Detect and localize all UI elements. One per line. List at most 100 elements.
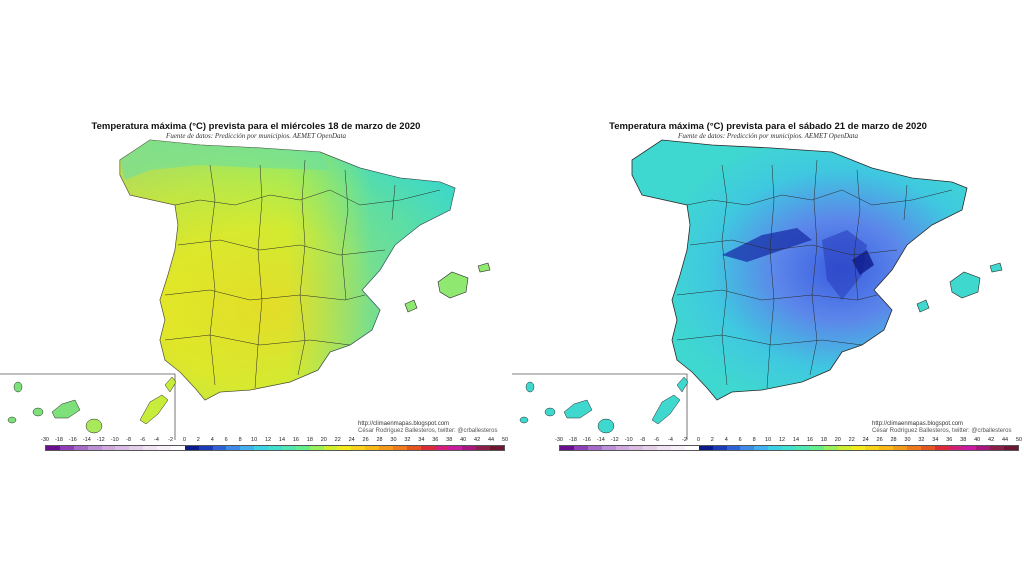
mallorca-shape [949,271,981,299]
legend-swatch [671,446,685,450]
legend-tick-label: 2 [710,437,714,443]
legend-swatch [462,446,477,450]
legend-tick-labels: -30 -18 -16 -14 -12 -10 -8 -6 -4 -2 0 2 4 6 8 10 12 14 16 1… [41,437,508,445]
legend-swatch [434,446,449,450]
legend-tick-label: 36 [432,437,439,443]
menorca-shape [477,262,491,273]
credit-url: http://climaenmapas.blogspot.com [872,421,964,427]
legend-tick-label: 34 [418,437,425,443]
legend-swatch [295,446,310,450]
legend-tick-label: 28 [890,437,897,443]
legend-tick-label: 16 [806,437,813,443]
legend-tick-label: 24 [348,437,355,443]
legend-tick-label: -4 [668,437,673,443]
legend-tick-label: 4 [724,437,728,443]
legend-swatch [726,446,741,450]
legend-tick-label: 8 [238,437,242,443]
map-panel-march-21: Temperatura máxima (°C) prevista para el… [512,0,1024,576]
map-title: Temperatura máxima (°C) prevista para el… [91,121,421,132]
legend-tick-label: -8 [640,437,646,443]
legend-tick-label: 40 [460,437,467,443]
legend-tick-label: 50 [1015,437,1023,443]
legend-tick-label: -6 [140,437,146,443]
legend-tick-label: -16 [68,437,77,443]
legend-tick-label: 4 [210,437,214,443]
map-panel-march-18: Temperatura máxima (°C) prevista para el… [0,121,508,451]
mallorca-shape [437,271,469,299]
legend-tick-label: -18 [568,437,577,443]
legend-color-bar [45,445,505,451]
legend-swatch [101,446,116,450]
legend-swatch [587,446,602,450]
spain-temperature-map-18 [0,139,491,440]
legend-swatch [768,446,782,450]
legend-swatch [754,446,769,450]
legend-tick-label: -14 [82,437,91,443]
legend-swatch [87,446,102,450]
legend-swatch [615,446,630,450]
legend-tick-label: -18 [54,437,63,443]
legend-tick-label: 22 [848,437,855,443]
legend-tick-label: -10 [110,437,119,443]
legend-tick-label: 38 [446,437,453,443]
legend-swatch [351,446,366,450]
legend-tick-label: -12 [610,437,619,443]
legend-swatch [934,446,949,450]
legend-swatch [560,446,574,450]
legend-swatch [809,446,824,450]
legend-tick-label: -30 [41,437,49,443]
legend-swatch [46,446,60,450]
canary-islands [519,376,689,434]
legend-tick-labels: -30 -18 -16 -14 -12 -10 -8 -6 -4 -2 0 2 4 6 8 10 12 14 16 1… [555,437,1023,445]
province-borders [164,159,441,389]
legend-swatch [170,446,185,450]
legend-tick-label: 28 [376,437,383,443]
legend-tick-label: 0 [182,437,186,443]
canary-inset-frame [512,373,688,440]
legend-swatch [948,446,963,450]
legend-swatch [226,446,241,450]
legend-tick-label: 22 [334,437,341,443]
legend-tick-label: 42 [474,437,481,443]
legend-swatch [420,446,435,450]
legend-tick-label: 26 [362,437,369,443]
legend-swatch [115,446,130,450]
legend-swatch [323,446,338,450]
legend-swatch [920,446,935,450]
legend-tick-label: -8 [126,437,132,443]
canary-islands [7,376,177,434]
province-borders [676,159,953,389]
legend-swatch [198,446,213,450]
legend-swatch [698,446,713,450]
legend-swatch [795,446,810,450]
legend-tick-label: 0 [696,437,700,443]
legend-swatch [657,446,671,450]
map-subtitle: Fuente de datos: Predicción por municipi… [678,132,858,140]
legend-tick-label: 10 [765,437,772,443]
legend-tick-label: 32 [918,437,925,443]
legend-tick-label: 44 [1001,437,1009,443]
legend-tick-label: -2 [682,437,687,443]
legend-swatch [573,446,588,450]
legend-swatch [490,446,504,450]
legend-tick-label: -16 [582,437,591,443]
legend-swatch [406,446,421,450]
legend-swatch [143,446,157,450]
legend-tick-label: 20 [320,437,327,443]
peninsula-shape [631,139,968,401]
legend-swatch [684,446,699,450]
legend-swatch [823,446,838,450]
legend-tick-label: 12 [778,437,786,443]
legend-tick-label: 26 [876,437,883,443]
spain-temperature-map-21 [512,139,1003,440]
legend-swatch [740,446,755,450]
legend-tick-label: 30 [390,437,397,443]
legend-swatch [976,446,991,450]
legend-swatch [268,446,282,450]
legend-swatch [629,446,644,450]
legend-tick-label: 44 [487,437,495,443]
legend-tick-label: -6 [654,437,660,443]
legend-swatch [129,446,144,450]
legend-tick-label: 42 [988,437,995,443]
credit-author: César Rodríguez Ballesteros, twitter: @c… [358,428,498,434]
